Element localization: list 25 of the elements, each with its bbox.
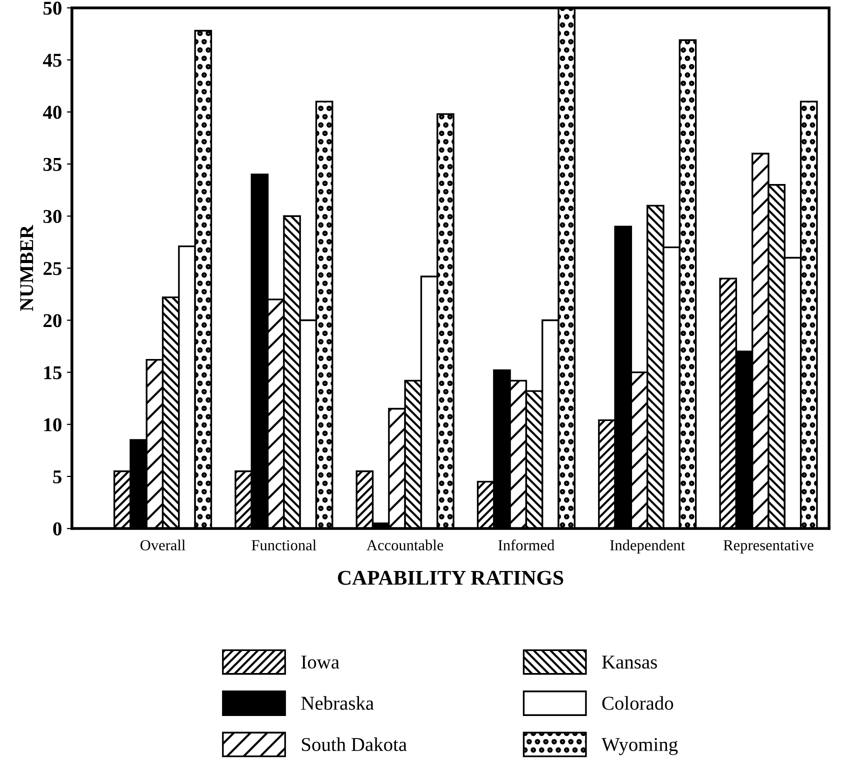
y-tick-label: 40 [43, 106, 62, 119]
x-tick-label: Functional [252, 540, 316, 550]
legend-label: Kansas [602, 656, 657, 669]
x-tick-label: Overall [140, 540, 186, 550]
y-tick-label: 45 [43, 54, 62, 67]
x-tick-label: Independent [610, 540, 686, 554]
y-tick-label: 50 [44, 2, 62, 15]
y-axis-title: NUMBER [20, 224, 34, 312]
y-tick-label: 20 [44, 314, 62, 328]
y-tick-label: 25 [44, 262, 62, 276]
legend-label: Colorado [602, 696, 674, 710]
y-tick-label: 30 [43, 210, 62, 224]
x-axis-title: CAPABILITY RATINGS [338, 570, 564, 585]
y-tick-label: 5 [53, 470, 62, 484]
x-tick-label: Representative [724, 540, 814, 554]
y-tick-label: 10 [44, 418, 62, 432]
legend-label: Wyoming [602, 738, 678, 756]
x-tick-label: Informed [498, 539, 554, 550]
legend-label: Nebraska [301, 696, 374, 710]
y-tick-label: 15 [44, 366, 62, 380]
legend-label: South Dakota [302, 737, 407, 752]
y-tick-label: 0 [53, 522, 62, 536]
y-tick-label: 35 [43, 158, 62, 171]
legend-label: Iowa [301, 656, 340, 669]
x-tick-label: Accountable [366, 540, 444, 550]
